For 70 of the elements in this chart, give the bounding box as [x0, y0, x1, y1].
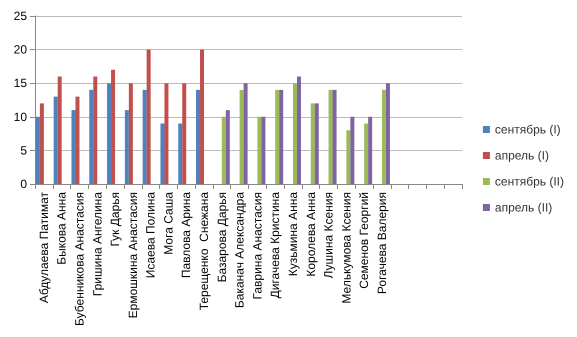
bar — [89, 90, 94, 184]
bar — [200, 50, 204, 184]
bar — [296, 76, 301, 184]
x-tick-label: Баканач Александра — [232, 192, 247, 308]
x-tick-label: Королева Анна — [304, 192, 318, 277]
x-tick-label: Семенов Георгий — [357, 192, 372, 289]
x-tick-label: Дигачева Кристина — [268, 192, 282, 298]
bar — [124, 110, 129, 184]
x-tick-label: Мелькумова Ксения — [339, 192, 354, 304]
bar — [107, 83, 112, 184]
bar — [261, 116, 266, 184]
bar — [93, 76, 98, 184]
legend-label: апрель (I) — [494, 148, 549, 162]
y-tick-label: 10 — [14, 110, 28, 124]
bar — [178, 124, 182, 184]
bar — [128, 83, 133, 184]
x-tick-label: Гришина Ангелина — [90, 192, 104, 296]
legend-label: сентябрь (II) — [494, 174, 564, 188]
bar — [160, 124, 164, 184]
x-tick-label: Рогачева Валерия — [374, 192, 389, 294]
x-tick-label: Лушина Ксения — [322, 192, 336, 278]
bar — [257, 116, 262, 184]
bar — [226, 110, 230, 184]
x-tick-label: Абдулаева Патимат — [36, 192, 51, 304]
bar — [146, 50, 151, 184]
y-tick-label: 25 — [14, 9, 28, 23]
bar — [310, 103, 315, 184]
bar — [111, 70, 116, 184]
bar — [332, 90, 337, 184]
x-tick-label: Исаева Полина — [144, 192, 158, 278]
bar — [164, 83, 168, 184]
y-tick-label: 20 — [14, 42, 28, 57]
legend-label: апрель (II) — [494, 200, 552, 214]
y-tick-label: 5 — [20, 143, 28, 158]
bar — [314, 103, 319, 184]
bar — [279, 90, 284, 184]
x-tick-label: Павлова Арина — [179, 192, 194, 278]
y-tick-label: 0 — [20, 177, 28, 191]
bar — [54, 96, 58, 184]
bar — [222, 116, 226, 184]
legend-label: сентябрь (I) — [494, 122, 561, 136]
x-tick-label: Базарова Дарья — [214, 192, 229, 282]
x-tick-label: Быкова Анна — [54, 192, 69, 265]
bar — [386, 83, 390, 184]
bar — [182, 83, 186, 184]
bar — [40, 103, 44, 184]
bar — [58, 76, 62, 184]
bar — [240, 90, 244, 184]
bar — [75, 96, 80, 184]
y-tick-label: 15 — [14, 76, 28, 90]
x-tick-label: Бубенникова Анастасия — [72, 192, 86, 326]
x-tick-label: Терещенко Снежана — [197, 192, 212, 310]
bar — [368, 116, 372, 184]
bar — [382, 90, 386, 184]
bar — [71, 110, 76, 184]
x-tick-label: Гаврина Анастасия — [250, 192, 264, 300]
bar — [36, 116, 40, 184]
bar — [275, 90, 280, 184]
bar — [196, 90, 200, 184]
x-tick-label: Ермошкина Анастасия — [126, 192, 140, 318]
x-tick-label: Кузьмина Анна — [286, 192, 300, 276]
bar — [350, 116, 354, 184]
bar — [244, 83, 248, 184]
bar — [328, 90, 333, 184]
x-tick-label: Мога Саша — [161, 192, 176, 255]
bar — [364, 124, 368, 184]
x-tick-label: Гук Дарья — [108, 192, 122, 247]
bar — [292, 83, 297, 184]
bar — [142, 90, 147, 184]
bar — [346, 130, 350, 184]
